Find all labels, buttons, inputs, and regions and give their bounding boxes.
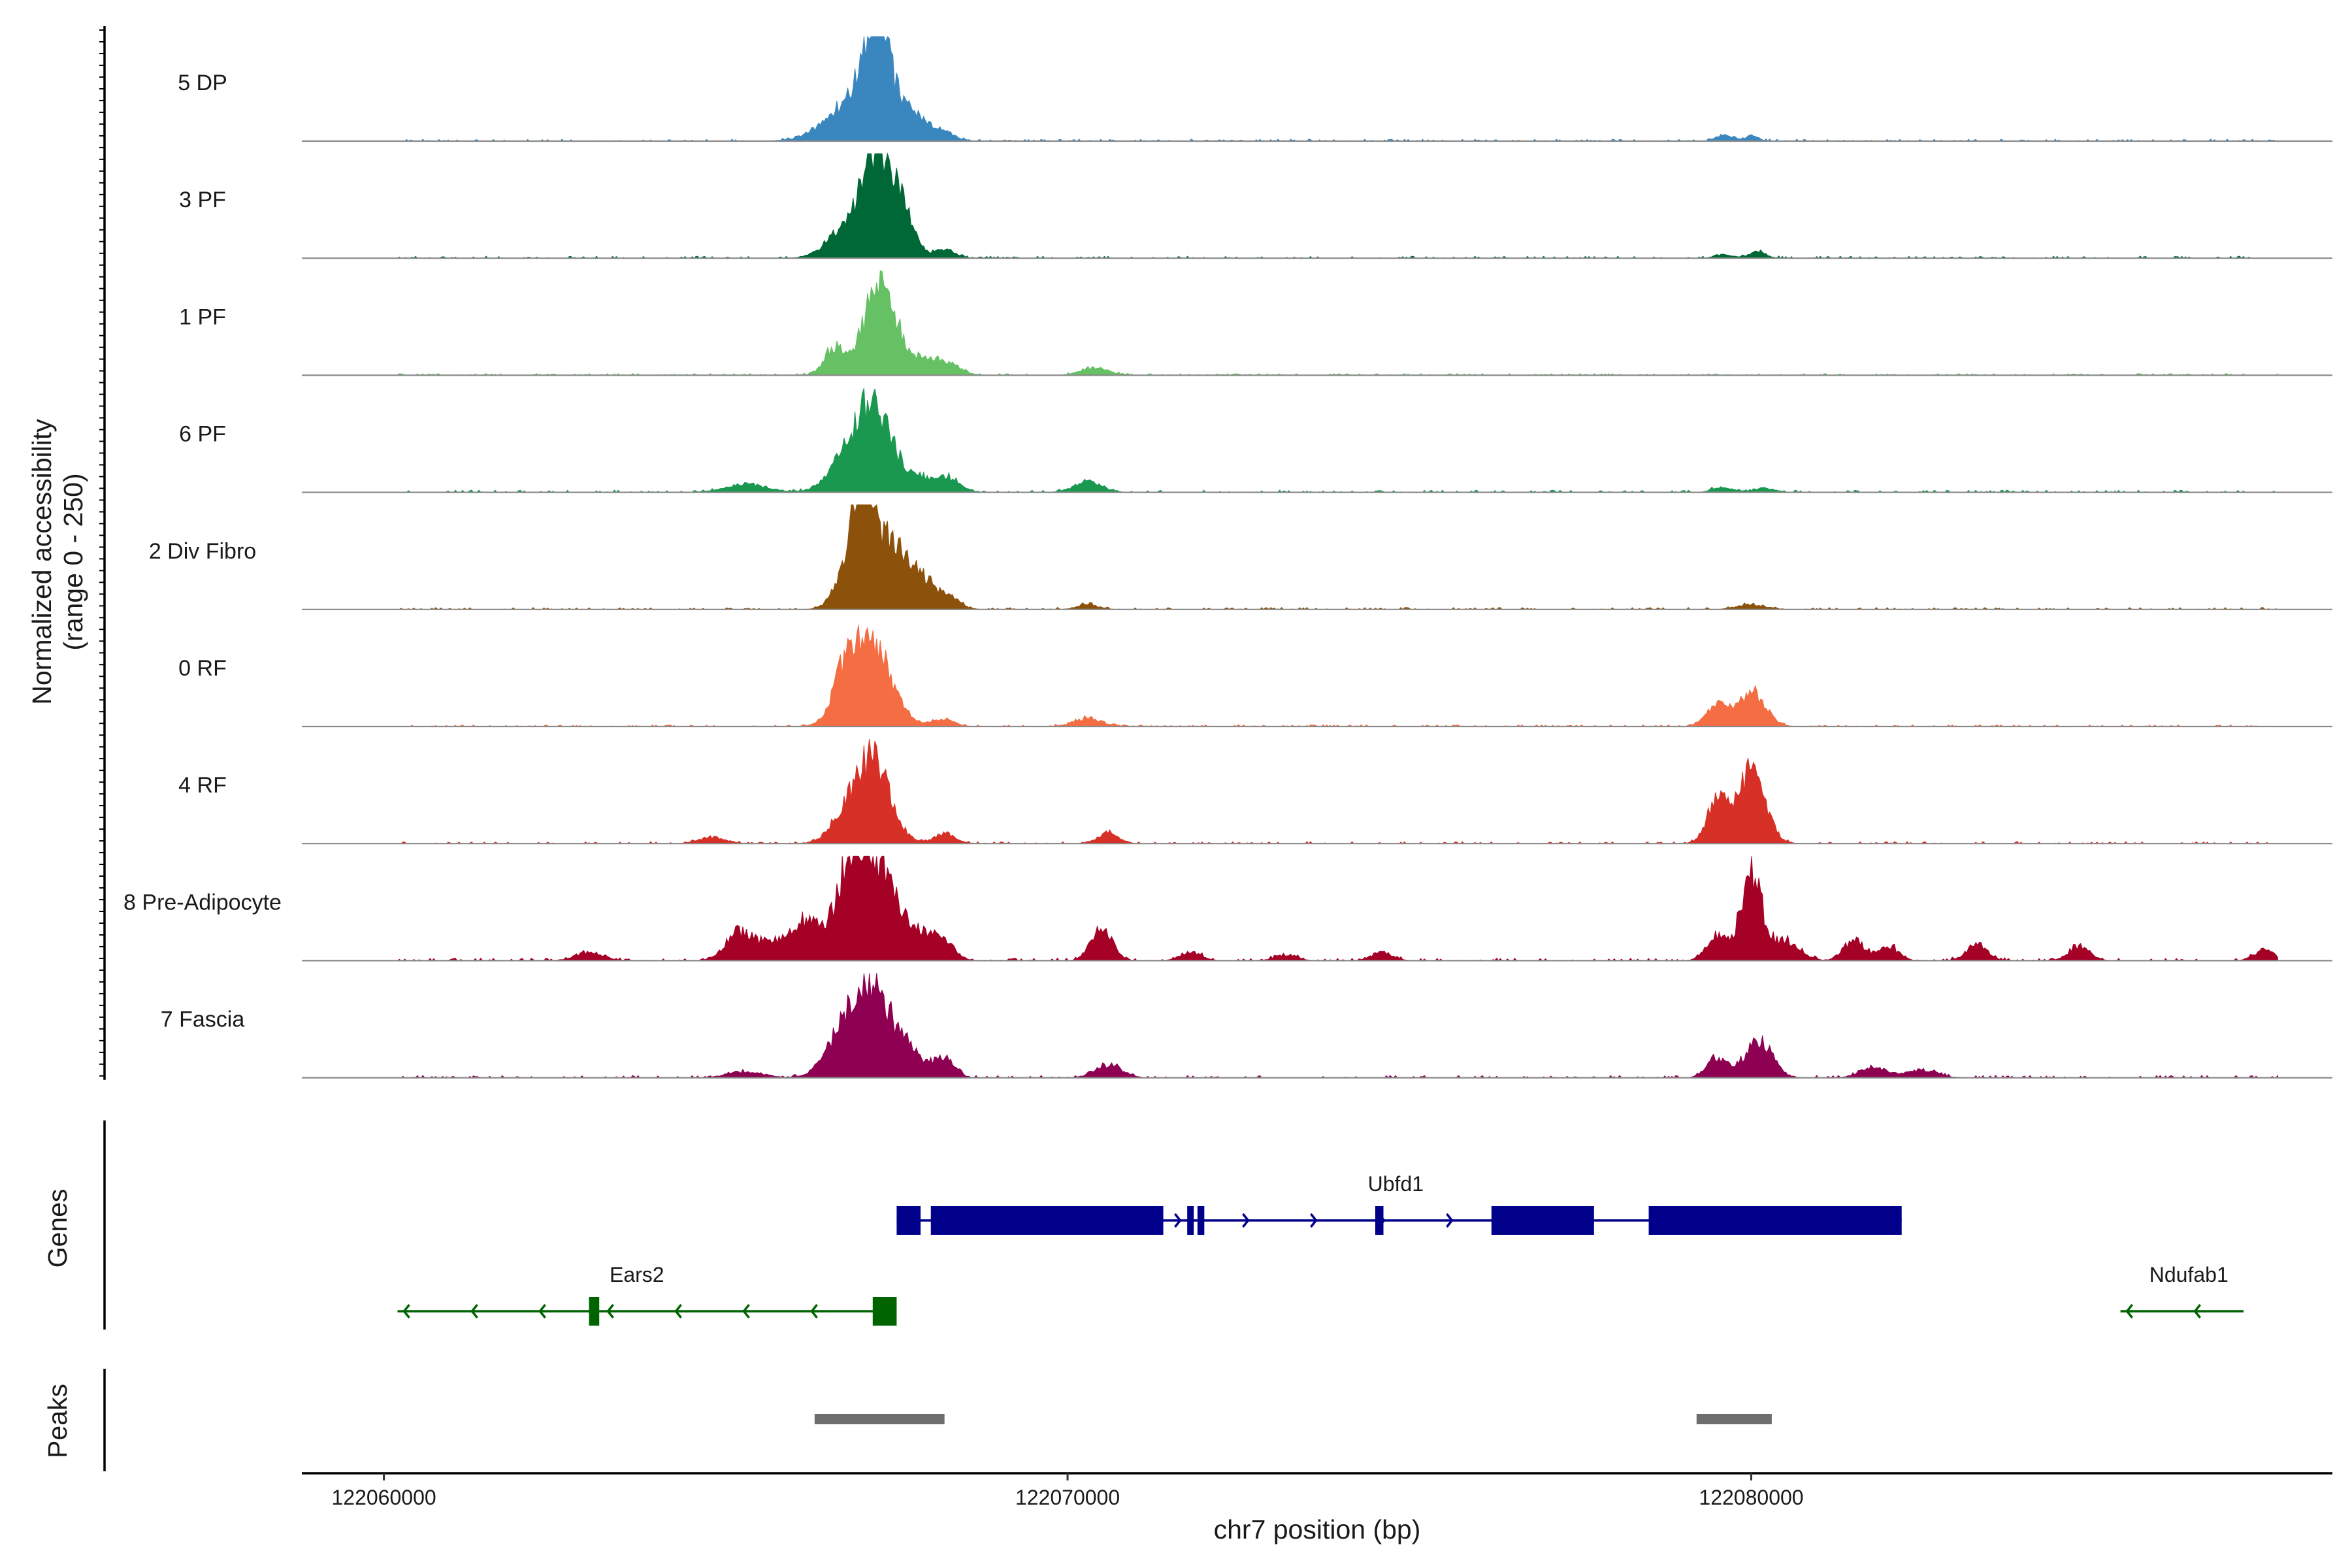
x-tick-label: 122080000 [1699, 1486, 1803, 1509]
x-axis-title: chr7 position (bp) [1214, 1514, 1421, 1544]
strand-arrow [470, 1303, 478, 1319]
strand-arrow [606, 1303, 614, 1319]
track-5: 0 RF [178, 625, 2332, 728]
exon [930, 1206, 1164, 1235]
gene-ears2: Ears2 [397, 1263, 897, 1326]
gene-label: Ndufab1 [2149, 1263, 2229, 1286]
track-1: 3 PF [179, 152, 2332, 259]
peak-panel [103, 1369, 1772, 1471]
gene-label: Ubfd1 [1368, 1172, 1424, 1196]
track-label: 5 DP [178, 71, 227, 95]
coverage-tracks: 5 DP 3 PF 1 PF 6 PF 2 Div Fibro 0 RF 4 RF 8 Pre… [123, 35, 2332, 1079]
strand-arrow [538, 1303, 546, 1319]
track-2: 1 PF [179, 270, 2332, 376]
track-0: 5 DP [178, 35, 2332, 142]
strand-arrow [810, 1303, 818, 1319]
track-label: 8 Pre-Adipocyte [123, 890, 282, 915]
gene-ubfd1: Ubfd1 [896, 1172, 1902, 1235]
gene-panel: Ubfd1 Ears2 Ndufab1 [103, 1120, 2244, 1330]
track-label: 3 PF [179, 188, 226, 212]
strand-arrow [1174, 1213, 1182, 1228]
track-4: 2 Div Fibro [149, 504, 2332, 610]
exon [1491, 1206, 1594, 1235]
track-8: 7 Fascia [161, 973, 2332, 1079]
coverage-y-axis [99, 26, 106, 1080]
y-axis-title-line1: Normalized accessibility [27, 419, 57, 705]
exon [1375, 1206, 1384, 1235]
strand-arrow [1310, 1213, 1318, 1228]
exon [1197, 1206, 1205, 1235]
track-label: 1 PF [179, 304, 226, 329]
track-3: 6 PF [179, 387, 2332, 493]
track-7: 8 Pre-Adipocyte [123, 855, 2332, 962]
gene-label: Ears2 [610, 1263, 664, 1286]
track-label: 4 RF [178, 773, 227, 798]
exon [896, 1206, 921, 1235]
track-label: 2 Div Fibro [149, 539, 256, 564]
peak-region [1696, 1414, 1772, 1424]
peaks-panel-label: Peaks [42, 1384, 73, 1458]
y-axis-title-line2: (range 0 - 250) [58, 473, 88, 650]
track-6: 4 RF [178, 739, 2332, 845]
gene-ndufab1: Ndufab1 [2120, 1263, 2244, 1319]
strand-arrow [1446, 1213, 1454, 1228]
genes-panel-label: Genes [42, 1189, 73, 1268]
track-label: 6 PF [179, 422, 226, 447]
x-tick-label: 122060000 [331, 1486, 436, 1509]
strand-arrow [742, 1303, 750, 1319]
strand-arrow [2125, 1303, 2133, 1319]
exon [872, 1297, 897, 1326]
track-label: 0 RF [178, 656, 227, 681]
strand-arrow [1242, 1213, 1250, 1228]
exon [1187, 1206, 1194, 1235]
peak-region [814, 1414, 945, 1424]
strand-arrow [674, 1303, 682, 1319]
x-tick-label: 122070000 [1015, 1486, 1120, 1509]
exon [1648, 1206, 1902, 1235]
x-axis: 122060000 122070000 122080000 [302, 1472, 2332, 1509]
exon [589, 1297, 600, 1326]
track-label: 7 Fascia [161, 1007, 245, 1032]
strand-arrow [2193, 1303, 2201, 1319]
strand-arrow [402, 1303, 410, 1319]
